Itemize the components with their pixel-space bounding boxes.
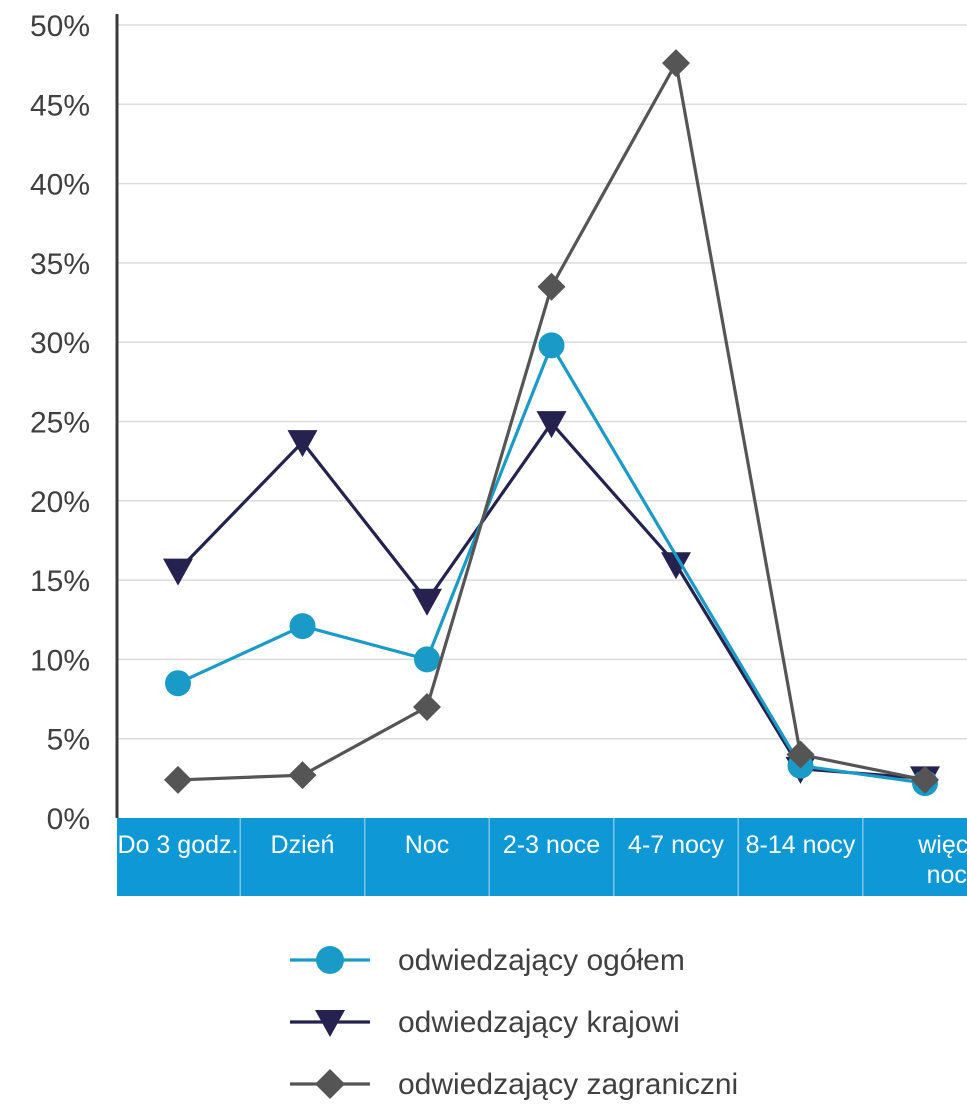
- grid-layer: [117, 24, 967, 740]
- data-point: [911, 765, 939, 794]
- series-2: [164, 49, 939, 794]
- legend-label: odwiedzający krajowi: [398, 1006, 680, 1039]
- data-point: [288, 761, 317, 790]
- y-tick-label: 5%: [47, 724, 90, 757]
- data-point: [163, 558, 193, 586]
- x-tick-label: Do 3 godz.: [118, 831, 239, 859]
- x-tick-label: 8-14 nocy: [746, 831, 856, 859]
- x-tick-label: 4-7 nocy: [628, 831, 724, 859]
- category-band: [117, 818, 967, 896]
- legend-label: odwiedzający zagraniczni: [398, 1068, 738, 1101]
- x-tick-label: więcej: [917, 831, 967, 859]
- data-point: [413, 692, 441, 721]
- y-tick-label: 30%: [30, 327, 90, 360]
- legend-item: odwiedzający ogółem: [290, 944, 685, 977]
- legend: odwiedzający ogółem odwiedzający krajowi o…: [290, 944, 738, 1101]
- data-point: [414, 646, 440, 673]
- y-tick-label: 20%: [30, 486, 90, 519]
- data-point: [536, 411, 567, 439]
- series-layer: [163, 49, 940, 797]
- legend-marker: [316, 946, 344, 974]
- y-axis: 0% 5% 10% 15% 20% 25% 30% 35% 40% 45% 50%: [30, 10, 119, 836]
- data-point: [165, 670, 191, 697]
- data-point: [164, 765, 192, 794]
- x-tick-label: nocy: [927, 861, 967, 889]
- category-axis-band: Do 3 godz. Dzień Noc 2-3 noce 4-7 nocy 8-14 n…: [117, 818, 967, 896]
- legend-label: odwiedzający ogółem: [398, 944, 685, 977]
- series-0: [165, 332, 938, 797]
- legend-item: odwiedzający zagraniczni: [290, 1068, 738, 1101]
- x-tick-label: Noc: [405, 831, 449, 859]
- x-tick-label: Dzień: [271, 831, 335, 859]
- data-point: [538, 332, 565, 359]
- y-tick-label: 15%: [30, 565, 90, 598]
- data-point: [537, 272, 566, 301]
- y-tick-label: 50%: [30, 10, 90, 43]
- legend-item: odwiedzający krajowi: [290, 1006, 680, 1039]
- y-tick-label: 35%: [30, 248, 90, 281]
- y-tick-label: 25%: [30, 407, 90, 440]
- series-line: [177, 343, 926, 785]
- data-point: [289, 613, 316, 640]
- x-tick-label: 2-3 noce: [503, 831, 600, 859]
- data-point: [661, 552, 691, 580]
- y-tick-label: 40%: [30, 169, 90, 202]
- series-line: [176, 421, 926, 780]
- data-point: [662, 49, 690, 78]
- legend-marker: [315, 1069, 345, 1099]
- y-tick-label: 10%: [30, 644, 90, 677]
- legend-marker: [315, 1010, 345, 1037]
- y-tick-label: 45%: [30, 89, 90, 122]
- data-point: [412, 588, 442, 616]
- series-1: [163, 411, 940, 794]
- y-tick-label: 0%: [47, 803, 90, 836]
- data-point: [786, 740, 815, 769]
- data-point: [287, 430, 318, 458]
